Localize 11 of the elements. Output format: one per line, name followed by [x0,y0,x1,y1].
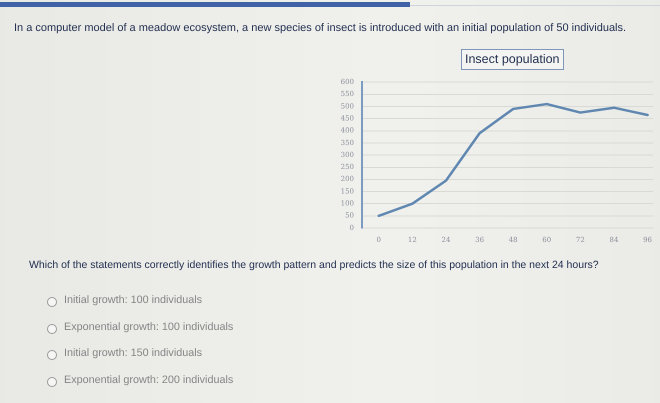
text: Initial growth: 100 individuals [64,294,202,307]
text: Exponential growth: 100 individuals [64,320,234,334]
chart-title: Insect population [461,49,564,70]
text: Which of the statements correctly identifies the growth pattern and predicts the size of this population in the next 24 hours? [29,259,599,272]
radio-button[interactable] [47,350,57,360]
radio-button[interactable] [47,297,57,307]
text: In a computer model of a meadow ecosystem, a new species of insect is introduced with an initial population of 50 individuals. [14,22,626,36]
text: Initial growth: 150 individuals [64,347,202,360]
text: Exponential growth: 200 individuals [64,374,234,386]
radio-button[interactable] [47,376,57,386]
radio-button[interactable] [47,324,57,334]
